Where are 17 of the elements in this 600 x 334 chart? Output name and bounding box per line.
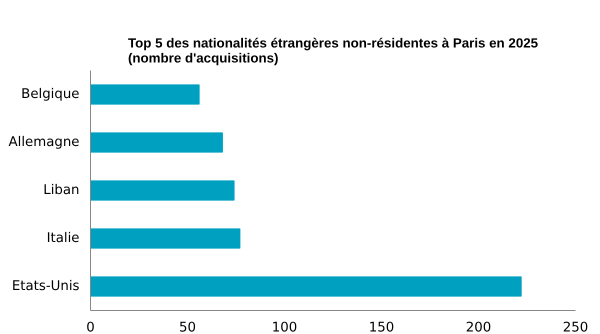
bar (90, 84, 200, 105)
y-tick-label: Etats-Unis (12, 279, 80, 294)
chart-title: Top 5 des nationalités étrangères non-résidentes à Paris en 2025 (nombre d'acquisitions) (128, 36, 539, 66)
x-tick-label: 200 (466, 320, 492, 334)
y-tick-label: Allemagne (8, 135, 80, 150)
x-tick-label: 150 (368, 320, 394, 334)
bar (90, 180, 235, 201)
x-tick-label: 100 (272, 320, 298, 334)
bar (90, 276, 522, 297)
y-tick-label: Liban (43, 183, 80, 198)
x-tick-label: 0 (86, 320, 95, 334)
y-tick-label: Italie (46, 231, 80, 246)
y-tick-label: Belgique (21, 87, 80, 102)
x-tick-label: 250 (562, 320, 588, 334)
bar (90, 228, 240, 249)
x-tick-label: 50 (179, 320, 196, 334)
bar (90, 132, 223, 153)
